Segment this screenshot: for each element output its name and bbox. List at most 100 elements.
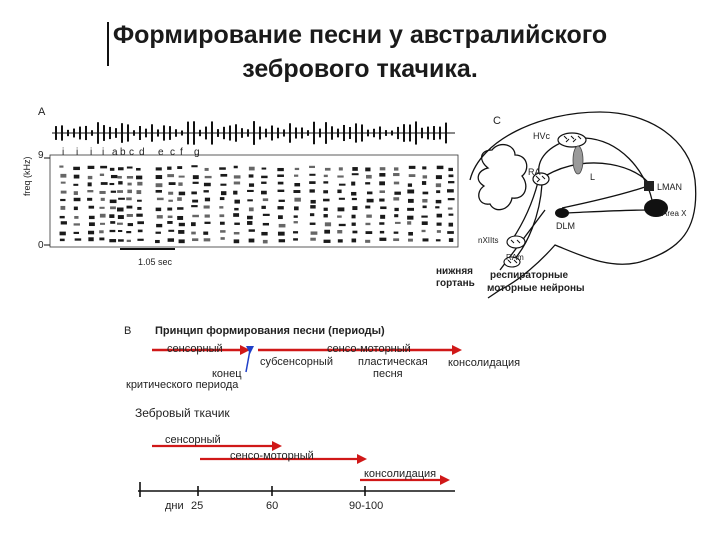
spectrogram-harmonic (100, 165, 108, 169)
spectrogram-harmonic (204, 221, 211, 224)
spectrogram-harmonic (422, 198, 428, 203)
spectrogram-harmonic (338, 167, 343, 171)
spectrogram-harmonic (435, 199, 442, 204)
label-zf-sensorimotor: сенсо-моторный (230, 450, 314, 462)
label-consolidation: консолидация (448, 357, 521, 369)
spectrogram-harmonic (233, 239, 240, 244)
spectrogram-harmonic (136, 213, 143, 217)
spectrogram-harmonic (126, 197, 132, 201)
spectrogram-harmonic (167, 166, 172, 170)
syllable-label: i (76, 147, 79, 158)
spectrogram-harmonic (393, 197, 400, 201)
spectrogram-harmonic (74, 238, 82, 241)
spectrogram-harmonic (422, 175, 428, 179)
spectrogram-harmonic (277, 206, 284, 210)
spectrogram-harmonic (220, 230, 226, 233)
spectrogram-harmonic (73, 223, 80, 226)
label-nxiits: nXIIts (478, 236, 499, 245)
spectrogram-harmonic (261, 190, 267, 195)
spectrogram-harmonic (435, 183, 442, 188)
spectrogram-harmonic (351, 197, 357, 201)
spectrogram-harmonic (219, 206, 224, 209)
spectrogram-harmonic (323, 207, 328, 211)
spectrogram-harmonic (337, 230, 343, 234)
spectrogram-harmonic (219, 167, 226, 170)
syllable-label: b (120, 147, 126, 158)
spectrogram-harmonic (60, 205, 66, 210)
spectrogram-harmonic (74, 215, 79, 219)
spectrogram-harmonic (248, 174, 254, 178)
spectrogram-harmonic (294, 167, 300, 171)
spectrogram-harmonic (110, 174, 118, 179)
hvc-areax-pathway (584, 137, 653, 201)
spectrogram-harmonic (203, 231, 209, 235)
resp-line2: моторные нейроны (487, 283, 585, 294)
spectrogram-harmonic (177, 166, 183, 169)
spectrogram-harmonic (422, 166, 427, 170)
spectrogram-harmonic (447, 231, 454, 234)
spectrogram-harmonic (262, 198, 269, 202)
spectrogram-harmonic (248, 229, 255, 232)
spectrogram-harmonic (155, 175, 163, 180)
spectrogram-harmonic (408, 165, 416, 169)
spectrogram-harmonic (220, 237, 225, 240)
spectrogram-harmonic (178, 239, 185, 244)
spectrogram-harmonic (323, 190, 329, 194)
spectrogram-harmonic (109, 239, 117, 243)
spectrogram-harmonic (351, 238, 357, 243)
spectrogram-harmonic (379, 230, 385, 234)
syllable-label: c (170, 147, 175, 158)
spectrogram-harmonic (167, 221, 173, 224)
spectrogram-harmonic (73, 166, 80, 171)
spectrogram-harmonic (126, 231, 132, 234)
spectrogram-harmonic (137, 206, 142, 210)
spectrogram-harmonic (261, 205, 266, 209)
syllable-label: i (102, 147, 105, 158)
spectrogram-harmonic (192, 214, 199, 218)
spectrogram-harmonic (421, 229, 426, 233)
spectrogram-harmonic (233, 175, 241, 179)
spectrogram-harmonic (233, 213, 240, 217)
spectrogram-harmonic (435, 175, 442, 180)
label-plastic-2: песня (373, 368, 403, 380)
spectrogram-harmonic (60, 198, 66, 202)
spectrogram-harmonic (88, 205, 95, 209)
spectrogram-harmonic (99, 173, 105, 177)
spectrogram-harmonic (178, 175, 185, 178)
spectrogram-harmonic (351, 222, 356, 226)
spectrogram-harmonic (448, 213, 454, 216)
spectrogram-harmonic (323, 174, 328, 178)
spectrogram-harmonic (117, 215, 124, 220)
spectrogram-harmonic (191, 165, 198, 168)
oscillogram-bursts (55, 121, 447, 145)
spectrogram-harmonic (126, 175, 134, 179)
spectrogram-harmonic (337, 175, 344, 178)
spectrogram-harmonic (352, 230, 358, 234)
spectrogram-harmonic (365, 231, 373, 235)
spectrogram-harmonic (155, 167, 162, 171)
slide-title: Формирование песни у австралийского зебр… (0, 18, 720, 86)
label-end-2: критического периода (126, 379, 239, 391)
spectrogram-harmonic (365, 182, 371, 185)
spectrogram-harmonic (309, 189, 315, 193)
spectrogram-harmonic (323, 214, 328, 218)
spectrogram-harmonic (436, 222, 442, 226)
spectrogram-harmonic (137, 229, 143, 233)
period-arrows (152, 345, 462, 485)
spectrogram-harmonic (167, 238, 175, 242)
spectrogram-harmonic (310, 199, 316, 204)
spectrogram-harmonic (379, 190, 385, 193)
spectrogram-harmonic (155, 189, 162, 193)
spectrogram-harmonic (59, 231, 66, 236)
scale-bar-label: 1.05 sec (138, 257, 173, 267)
spectrogram-harmonic (448, 222, 454, 227)
syllable-label: e (158, 147, 164, 158)
spectrogram-harmonic (73, 197, 81, 202)
spectrogram-harmonic (220, 173, 228, 177)
spectrogram-harmonic (293, 215, 298, 218)
spectrogram-harmonic (447, 198, 455, 201)
spectrogram-harmonic (73, 231, 80, 234)
spectrogram-harmonic (203, 182, 211, 187)
cerebellum-outline (477, 143, 528, 211)
spectrogram-harmonic (365, 167, 371, 172)
